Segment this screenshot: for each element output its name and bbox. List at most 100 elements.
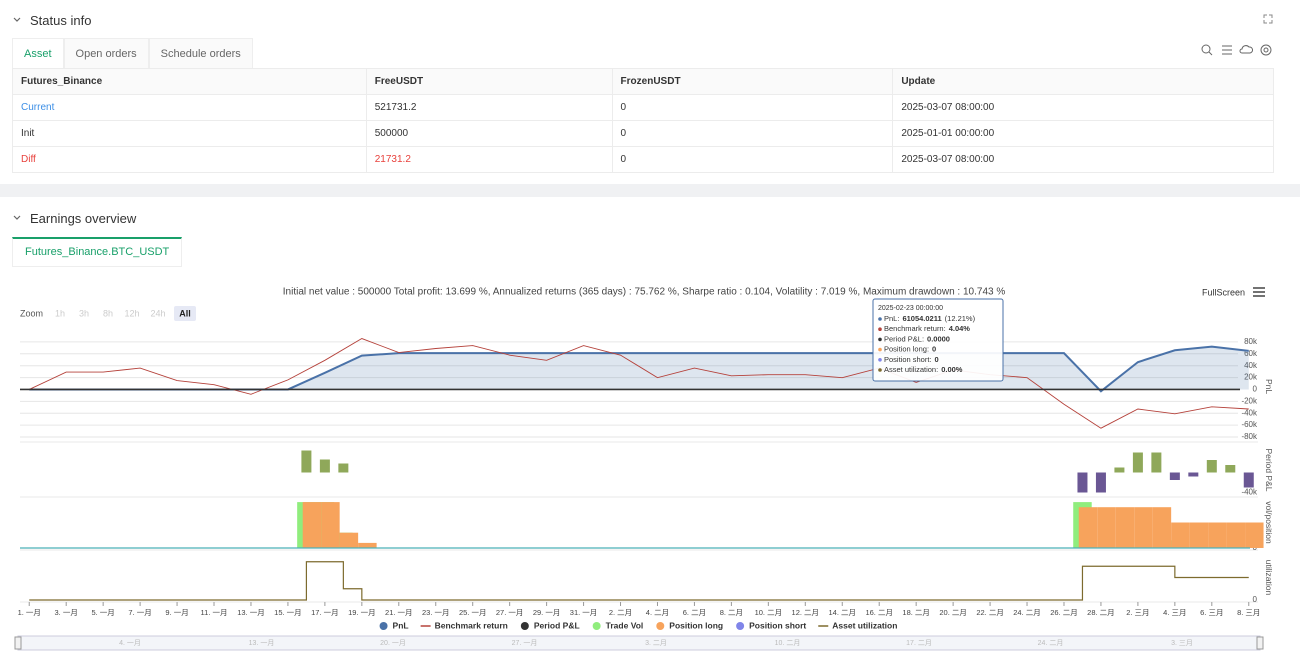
tooltip-time: 2025-02-23 00:00:00 (878, 305, 943, 312)
navigator-label: 10. 二月 (775, 639, 801, 647)
zoom-button[interactable]: 1h (55, 308, 65, 318)
x-tick-label: 8. 三月 (1237, 608, 1260, 617)
tooltip-value: 61054.0211 (902, 314, 941, 323)
fullscreen-button[interactable]: FullScreen (1202, 287, 1245, 297)
tooltip-label: PnL: (884, 314, 899, 323)
navigator-handle[interactable] (1256, 636, 1264, 650)
pnl-bar (1188, 472, 1199, 477)
navigator (17, 635, 1261, 651)
x-tick-label: 6. 三月 (1200, 608, 1223, 617)
x-tick-label: 4. 三月 (1163, 608, 1186, 617)
chart: Initial net value : 500000 Total profit:… (14, 287, 1274, 651)
y-tick-label: -40k (1241, 408, 1258, 417)
tooltip-dot (878, 327, 882, 331)
volume-bar (1152, 507, 1172, 548)
table-row: Current 521731.2 0 2025-03-07 08:00:00 (12, 94, 1274, 121)
tooltip-label: Period P&L: (884, 334, 924, 343)
pnl-bar (1132, 452, 1143, 473)
chevron[interactable] (12, 213, 22, 223)
legend-item[interactable]: Position long (656, 620, 723, 630)
volume-bar (1097, 507, 1116, 548)
volume-bar (1226, 522, 1246, 548)
pnl-bar (301, 450, 312, 473)
legend-symbol (379, 622, 388, 630)
pnl-bar (1243, 472, 1254, 488)
x-tick-label: 27. 一月 (496, 608, 524, 617)
table-cell: 2025-03-07 08:00:00 (892, 94, 1274, 121)
tooltip-row: PnL: 61054.0211 (12.21%) (884, 314, 976, 323)
x-tick-label: 7. 一月 (128, 608, 151, 617)
header-cell: FrozenUSDT (611, 68, 894, 95)
tooltip-dot (878, 368, 882, 372)
table-row: Init 500000 0 2025-01-01 00:00:00 (12, 120, 1274, 147)
zoom-button[interactable]: 24h (150, 308, 165, 318)
zoom-button[interactable]: 12h (124, 308, 139, 318)
zoom-label: Zoom (20, 308, 43, 318)
legend-item[interactable]: Trade Vol (592, 620, 644, 630)
tab[interactable]: Open orders (63, 38, 149, 68)
x-tick-label: 15. 一月 (274, 608, 302, 617)
navigator-handle[interactable] (14, 636, 22, 650)
toolbar-icons[interactable] (1200, 43, 1276, 57)
tab[interactable]: Schedule orders (148, 38, 253, 68)
volume-bar (339, 532, 359, 548)
tooltip-value: 0 (935, 355, 939, 364)
zoom-button[interactable]: All (179, 308, 191, 318)
x-tick-label: 26. 二月 (1050, 608, 1078, 617)
x-tick-label: 21. 一月 (385, 608, 413, 617)
navigator-label: 4. 一月 (119, 639, 141, 647)
table-cell: Diff (12, 146, 367, 173)
pnl-bar (1114, 467, 1125, 473)
y-tick-label: 20k (1244, 373, 1258, 382)
tab[interactable]: Asset (12, 38, 64, 68)
tooltip-row: Period P&L: 0.0000 (884, 334, 950, 343)
legend-label: Benchmark return (435, 620, 508, 630)
legend-item[interactable]: Period P&L (520, 620, 580, 630)
legend-symbol (520, 622, 529, 630)
zoom-button[interactable]: 3h (79, 308, 89, 318)
legend-item[interactable]: Position short (736, 620, 806, 630)
x-tick-label: 3. 一月 (55, 608, 78, 617)
chevron[interactable] (12, 15, 22, 25)
x-tick-label: 13. 一月 (237, 608, 265, 617)
navigator-label: 24. 二月 (1038, 639, 1064, 647)
status-panel: Status info Asset Open orders Schedule ord… (0, 0, 1300, 184)
x-tick-label: 9. 一月 (165, 608, 188, 617)
tooltip-row: Position long: 0 (884, 345, 936, 354)
tooltip-row: Asset utilization: 0.00% (884, 365, 963, 374)
x-tick-label: 11. 一月 (201, 608, 228, 617)
tooltip-dot (878, 337, 882, 342)
x-tick-label: 31. 一月 (570, 608, 598, 617)
symbol-tab[interactable]: Futures_Binance.BTC_USDT (12, 237, 183, 267)
table-cell: 2025-01-01 00:00:00 (892, 120, 1274, 147)
x-tick-label: 1. 一月 (18, 608, 41, 617)
navigator-label: 20. 一月 (380, 639, 406, 647)
navigator-label: 3. 二月 (645, 639, 667, 647)
y-tick-label: 0 (1253, 385, 1258, 394)
tooltip-value: 0.00% (941, 365, 963, 374)
x-tick-label: 22. 二月 (976, 608, 1004, 617)
zoom-button[interactable]: 8h (103, 308, 113, 318)
expand-icon[interactable] (1262, 13, 1274, 25)
header-cell: Futures_Binance (12, 68, 367, 95)
legend: PnL Benchmark return Period P&L Trade Vol Po… (379, 620, 897, 630)
y-tick-label: 80k (1244, 337, 1258, 346)
header-cell: FreeUSDT (365, 68, 613, 95)
tooltip-label: Benchmark return: (884, 324, 946, 333)
pnl-bar (1206, 460, 1217, 473)
legend-label: Position short (749, 620, 806, 630)
table-cell: 521731.2 (365, 94, 613, 121)
navigator-label: 27. 一月 (512, 639, 538, 647)
legend-item[interactable]: PnL (379, 620, 409, 630)
volume-bar (302, 502, 322, 548)
tooltip-row: Benchmark return: 4.04% (884, 324, 970, 333)
legend-item[interactable]: Asset utilization (818, 620, 897, 630)
x-tick-label: 14. 二月 (828, 608, 856, 617)
section-title: Status info (30, 13, 92, 28)
x-tick-label: 28. 二月 (1087, 608, 1115, 617)
legend-item[interactable]: Benchmark return (420, 620, 508, 630)
x-tick-label: 20. 二月 (939, 608, 967, 617)
tooltip-value: 0 (932, 345, 936, 354)
tooltip-value: 4.04% (949, 324, 971, 333)
